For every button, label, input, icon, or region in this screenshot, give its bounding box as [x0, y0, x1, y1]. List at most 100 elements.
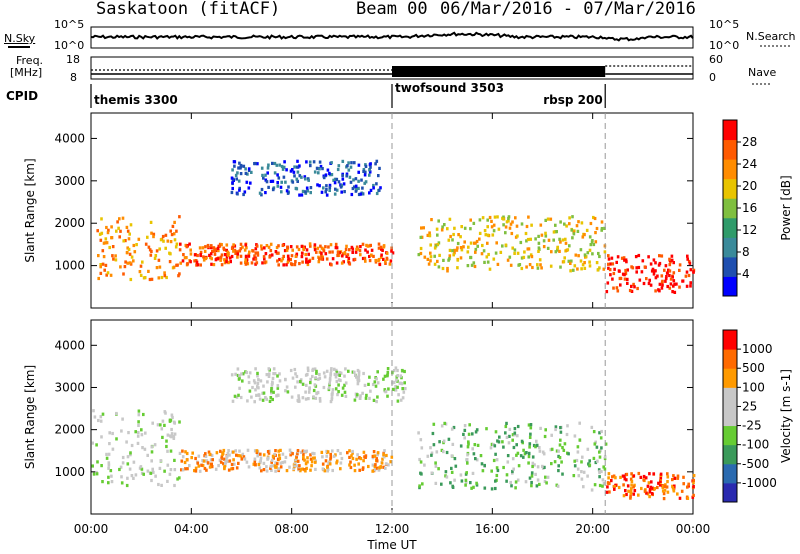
heatmap-cell: [687, 259, 691, 264]
heatmap-cell: [377, 468, 381, 472]
heatmap-cell: [525, 224, 529, 229]
heatmap-cell: [597, 251, 600, 256]
heatmap-cell: [110, 474, 113, 478]
heatmap-cell: [263, 261, 267, 265]
heatmap-cell: [180, 468, 183, 472]
heatmap-cell: [203, 454, 206, 458]
heatmap-cell: [504, 243, 508, 247]
heatmap-cell: [330, 396, 334, 400]
heatmap-cell: [230, 462, 234, 467]
heatmap-cell: [287, 185, 290, 189]
heatmap-cell: [185, 451, 189, 456]
heatmap-cell: [651, 486, 654, 490]
heatmap-cell: [101, 249, 105, 253]
heatmap-cell: [266, 166, 270, 170]
heatmap-cell: [160, 483, 163, 487]
heatmap-cell: [318, 160, 322, 164]
heatmap-cell: [236, 255, 239, 259]
heatmap-cell: [666, 490, 670, 494]
heatmap-cell: [343, 190, 346, 194]
heatmap-cell: [394, 388, 398, 392]
heatmap-cell: [374, 162, 377, 166]
heatmap-cell: [638, 278, 642, 282]
heatmap-cell: [265, 397, 268, 401]
heatmap-cell: [104, 263, 108, 267]
heatmap-cell: [230, 176, 234, 180]
heatmap-cell: [619, 283, 622, 287]
heatmap-cell: [476, 443, 480, 447]
heatmap-cell: [527, 215, 530, 219]
heatmap-cell: [568, 222, 571, 226]
heatmap-cell: [359, 192, 363, 196]
heatmap-cell: [328, 183, 332, 187]
heatmap-cell: [419, 460, 423, 464]
heatmap-cell: [443, 421, 446, 425]
heatmap-cell: [447, 437, 451, 441]
heatmap-cell: [363, 181, 366, 185]
heatmap-cell: [259, 379, 263, 383]
freq-tick: 18: [66, 53, 80, 66]
heatmap-cell: [648, 278, 651, 282]
heatmap-cell: [486, 241, 489, 245]
colorbar-tick-label: 20: [742, 179, 757, 193]
heatmap-cell: [311, 374, 314, 379]
heatmap-cell: [323, 469, 327, 473]
heatmap-cell: [269, 249, 273, 253]
heatmap-cell: [265, 469, 269, 473]
heatmap-cell: [626, 277, 629, 281]
heatmap-cell: [238, 249, 242, 253]
heatmap-cell: [331, 257, 335, 261]
heatmap-cell: [247, 254, 251, 258]
heatmap-cell: [687, 273, 691, 278]
heatmap-cell: [490, 219, 493, 223]
heatmap-cell: [239, 454, 243, 458]
heatmap-cell: [204, 454, 208, 458]
heatmap-cell: [275, 251, 279, 255]
heatmap-cell: [204, 452, 207, 456]
nave-label: Nave: [748, 66, 777, 79]
heatmap-cell: [374, 384, 378, 388]
heatmap-cell: [616, 289, 620, 293]
heatmap-cell: [608, 481, 611, 486]
heatmap-cell: [298, 174, 302, 178]
heatmap-cell: [105, 273, 108, 277]
heatmap-cell: [318, 372, 321, 377]
heatmap-cell: [160, 427, 164, 431]
heatmap-cell: [244, 167, 247, 171]
heatmap-cell: [372, 450, 376, 454]
heatmap-cell: [460, 248, 464, 252]
heatmap-cell: [92, 472, 96, 476]
heatmap-cell: [659, 476, 663, 480]
heatmap-cell: [475, 428, 479, 432]
heatmap-cell: [418, 457, 421, 462]
heatmap-cell: [133, 250, 137, 254]
heatmap-cell: [648, 487, 652, 492]
heatmap-cell: [272, 187, 275, 191]
heatmap-cell: [275, 163, 279, 167]
heatmap-cell: [361, 186, 364, 190]
heatmap-cell: [105, 452, 108, 456]
heatmap-cell: [219, 449, 222, 453]
heatmap-cell: [178, 215, 181, 219]
heatmap-cell: [173, 238, 177, 242]
heatmap-cell: [478, 218, 482, 222]
heatmap-cell: [256, 454, 259, 458]
heatmap-cell: [525, 265, 528, 269]
heatmap-cell: [293, 464, 296, 468]
heatmap-cell: [282, 254, 285, 258]
heatmap-cell: [467, 442, 470, 446]
heatmap-cell: [351, 449, 354, 454]
heatmap-cell: [622, 494, 626, 498]
heatmap-cell: [459, 256, 463, 260]
heatmap-cell: [566, 424, 569, 428]
heatmap-cell: [152, 235, 155, 239]
heatmap-cell: [400, 376, 403, 380]
heatmap-cell: [292, 170, 296, 174]
heatmap-cell: [321, 467, 325, 471]
heatmap-cell: [352, 178, 355, 182]
noise-tick-left: 10^0: [54, 39, 84, 52]
heatmap-cell: [336, 253, 339, 258]
heatmap-cell: [692, 481, 695, 485]
heatmap-cell: [632, 492, 635, 496]
heatmap-cell: [446, 227, 449, 231]
